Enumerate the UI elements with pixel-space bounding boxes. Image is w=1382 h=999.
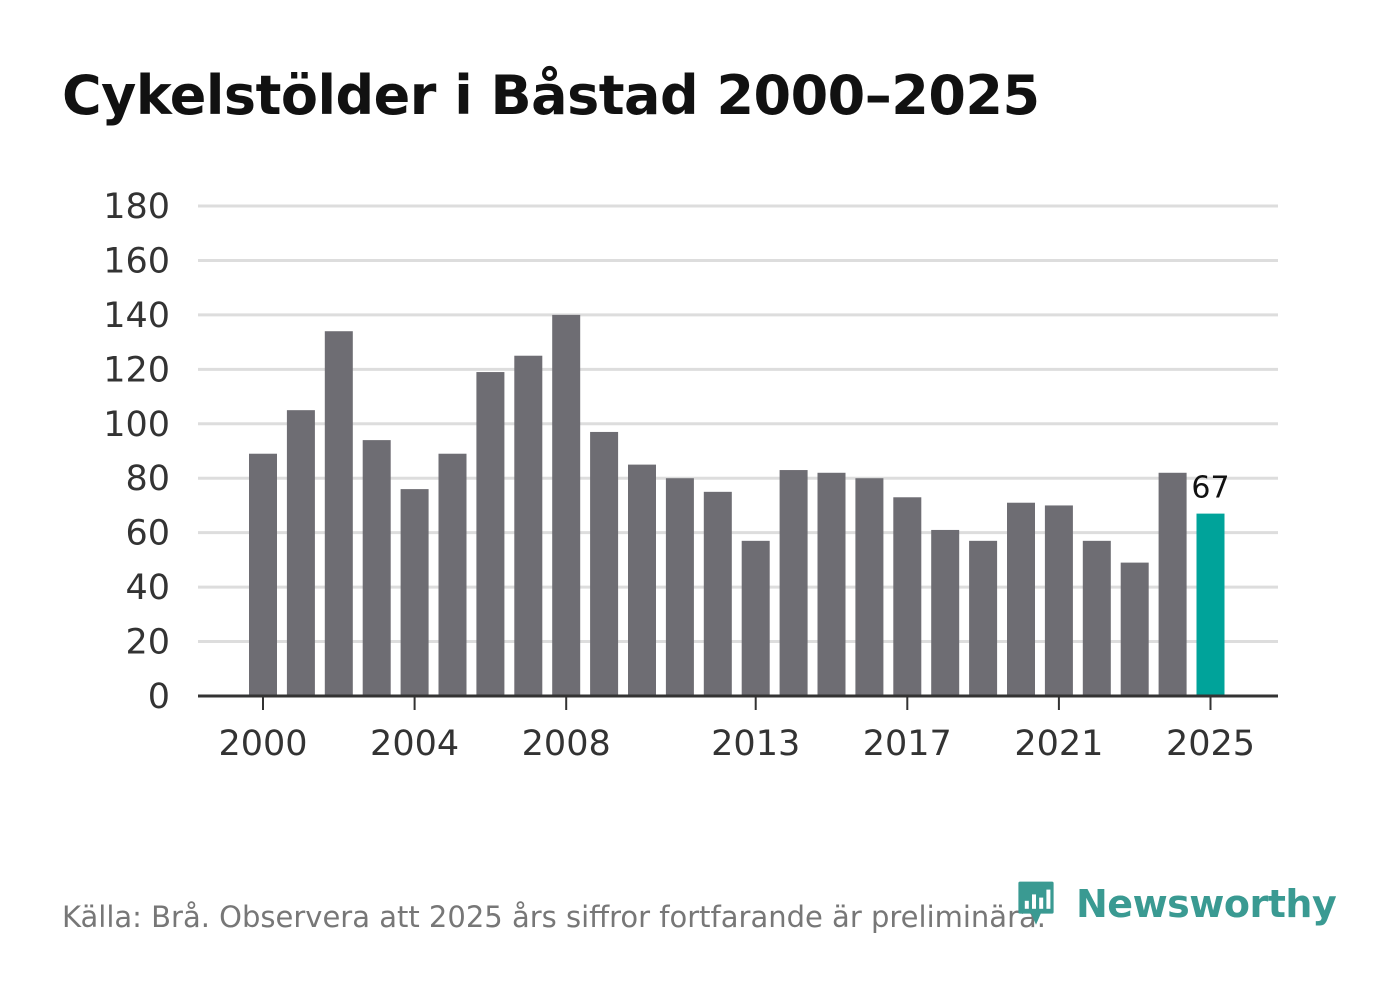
bar-2018 (931, 529, 960, 696)
bar-2017 (893, 497, 922, 696)
bar-2011 (665, 478, 694, 696)
data-labels: 67 (1191, 471, 1229, 506)
y-tick-label-20: 20 (125, 623, 170, 663)
gridlines (198, 204, 1278, 644)
bar-2000 (249, 453, 277, 696)
y-tick-label-120: 120 (103, 350, 170, 390)
bar-2009 (590, 431, 619, 696)
y-tick-label-160: 160 (103, 241, 170, 281)
bar-2002 (324, 331, 353, 696)
x-tick-label-2021: 2021 (1014, 724, 1103, 764)
x-axis-labels: 2000 2004 2008 2013 2017 2021 2025 (218, 724, 1255, 764)
bar-chart: 0 20 40 60 80 100 120 140 160 180 2000 2004 2008 201… (103, 187, 1278, 764)
bar-2019 (969, 540, 998, 696)
x-tick-label-2004: 2004 (370, 724, 459, 764)
bar-2012 (703, 491, 732, 696)
bar-2010 (628, 464, 656, 696)
x-tick-label-2017: 2017 (863, 724, 952, 764)
y-tick-label-40: 40 (125, 568, 170, 608)
newsworthy-logo: Newsworthy (1012, 880, 1337, 928)
y-tick-label-60: 60 (125, 514, 170, 554)
y-axis-labels: 0 20 40 60 80 100 120 140 160 180 (103, 187, 170, 717)
bar-2003 (362, 440, 391, 696)
x-tick-label-2013: 2013 (711, 724, 800, 764)
x-tick-label-2008: 2008 (522, 724, 611, 764)
bar-2023 (1120, 562, 1149, 696)
bar-2015 (817, 472, 846, 696)
bar-2014 (779, 470, 808, 696)
x-tick-label-2025: 2025 (1166, 724, 1255, 764)
y-tick-label-80: 80 (125, 459, 170, 499)
bar-2025 (1196, 513, 1225, 696)
bar-2020 (1007, 502, 1035, 696)
y-tick-label-180: 180 (103, 187, 170, 227)
bar-2021 (1044, 505, 1073, 696)
chart-title: Cykelstölder i Båstad 2000–2025 (62, 64, 1040, 127)
brand-name: Newsworthy (1076, 882, 1337, 926)
newsworthy-logo-icon (1018, 881, 1054, 925)
bar-2007 (514, 355, 543, 696)
x-axis (198, 694, 1278, 710)
bar-2024 (1158, 472, 1187, 696)
y-tick-label-140: 140 (103, 296, 170, 336)
bars (249, 314, 1225, 696)
bar-2016 (855, 478, 884, 696)
source-note: Källa: Brå. Observera att 2025 års siffr… (62, 900, 1046, 934)
y-tick-label-100: 100 (103, 405, 170, 445)
bar-2006 (476, 372, 505, 696)
bar-2001 (286, 410, 315, 696)
bar-2005 (438, 453, 467, 696)
x-tick-label-2000: 2000 (218, 724, 307, 764)
bar-2008 (552, 314, 581, 696)
data-label-2025: 67 (1191, 471, 1229, 506)
bar-2022 (1082, 540, 1111, 696)
y-tick-label-0: 0 (148, 677, 170, 717)
bar-2013 (741, 540, 770, 696)
bar-2004 (400, 489, 429, 696)
